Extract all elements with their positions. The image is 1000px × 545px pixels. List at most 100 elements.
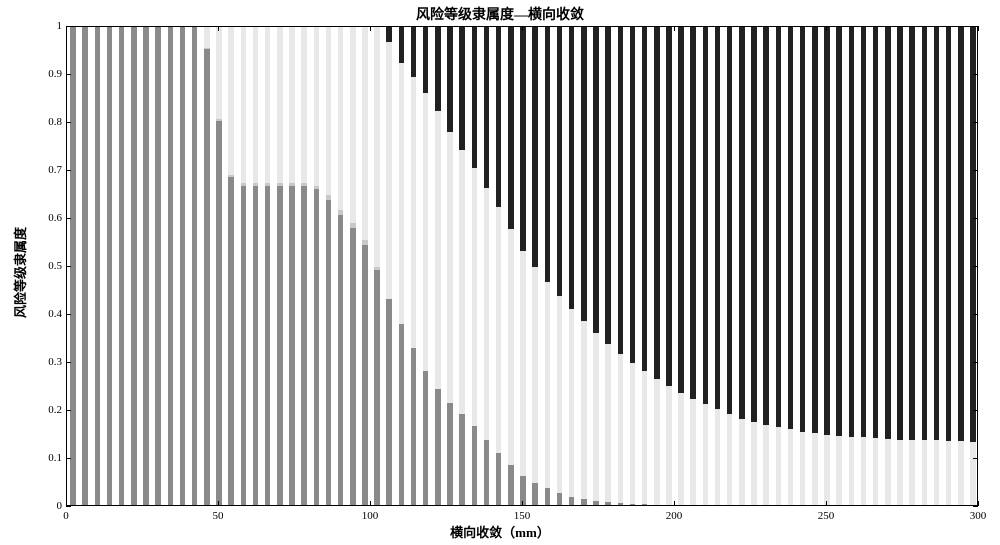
bar-vhigh bbox=[435, 26, 441, 111]
bar-low bbox=[459, 414, 465, 505]
bar-low bbox=[581, 499, 587, 505]
bar-vhigh bbox=[386, 26, 392, 42]
bar-vhigh bbox=[630, 26, 636, 363]
bar-high bbox=[812, 433, 818, 505]
bar-low bbox=[301, 186, 307, 505]
bar-low bbox=[557, 493, 563, 505]
bar-low bbox=[338, 215, 344, 505]
bar-high bbox=[228, 26, 234, 175]
bar-high bbox=[216, 26, 222, 119]
xtick-label: 50 bbox=[213, 510, 224, 522]
bar-vhigh bbox=[727, 26, 733, 414]
bar-vhigh bbox=[849, 26, 855, 437]
bar-high bbox=[569, 309, 575, 496]
ytick-label: 0.7 bbox=[34, 164, 62, 176]
bar-low bbox=[362, 245, 368, 505]
bar-vhigh bbox=[618, 26, 624, 354]
bar-vhigh bbox=[788, 26, 794, 429]
ytick-label: 0.6 bbox=[34, 212, 62, 224]
bar-medium bbox=[338, 210, 344, 215]
bar-medium bbox=[289, 183, 295, 185]
bar-vhigh bbox=[800, 26, 806, 432]
figure: 风险等级隶属度—横向收敛 风险等级隶属度 050100150200250300 … bbox=[0, 0, 1000, 545]
bar-low bbox=[216, 121, 222, 505]
bar-low bbox=[180, 26, 186, 505]
bar-vhigh bbox=[861, 26, 867, 437]
bar-high bbox=[788, 429, 794, 505]
bar-low bbox=[241, 186, 247, 505]
bar-low bbox=[447, 403, 453, 505]
bar-low bbox=[95, 26, 101, 505]
bar-high bbox=[690, 399, 696, 505]
bar-high bbox=[484, 188, 490, 440]
bar-vhigh bbox=[958, 26, 964, 441]
bar-vhigh bbox=[703, 26, 709, 404]
bar-medium bbox=[216, 119, 222, 121]
bar-low bbox=[593, 501, 599, 505]
bar-high bbox=[703, 404, 709, 505]
xtick-label: 300 bbox=[970, 510, 987, 522]
bar-medium bbox=[241, 183, 247, 185]
bar-medium bbox=[326, 195, 332, 200]
x-axis-label: 横向收敛（mm） bbox=[0, 522, 1000, 541]
bar-vhigh bbox=[520, 26, 526, 251]
bar-vhigh bbox=[715, 26, 721, 409]
bar-high bbox=[459, 150, 465, 414]
bar-low bbox=[630, 504, 636, 505]
bar-low bbox=[314, 189, 320, 505]
bar-high bbox=[824, 435, 830, 505]
bar-high bbox=[897, 440, 903, 505]
bar-high bbox=[532, 267, 538, 483]
bar-medium bbox=[362, 240, 368, 245]
bar-low bbox=[411, 348, 417, 505]
bar-low bbox=[532, 483, 538, 505]
bar-medium bbox=[350, 223, 356, 228]
bar-high bbox=[715, 409, 721, 505]
bar-high bbox=[557, 296, 563, 493]
ytick-label: 0.1 bbox=[34, 452, 62, 464]
bar-high bbox=[253, 26, 259, 183]
bar-vhigh bbox=[934, 26, 940, 440]
bar-medium bbox=[253, 183, 259, 185]
bar-vhigh bbox=[423, 26, 429, 93]
bar-high bbox=[958, 441, 964, 505]
bar-low bbox=[496, 453, 502, 505]
bar-medium bbox=[265, 183, 271, 185]
bar-high bbox=[861, 437, 867, 505]
y-axis-label: 风险等级隶属度 bbox=[10, 0, 28, 545]
bar-vhigh bbox=[593, 26, 599, 333]
bar-high bbox=[338, 26, 344, 210]
bar-high bbox=[386, 42, 392, 299]
bar-vhigh bbox=[885, 26, 891, 439]
bar-low bbox=[204, 49, 210, 505]
bar-high bbox=[301, 26, 307, 183]
bar-high bbox=[800, 432, 806, 505]
bar-vhigh bbox=[751, 26, 757, 422]
bar-low bbox=[472, 426, 478, 505]
bar-medium bbox=[314, 186, 320, 190]
bar-vhigh bbox=[836, 26, 842, 436]
bar-vhigh bbox=[946, 26, 952, 441]
bar-low bbox=[82, 26, 88, 505]
bar-vhigh bbox=[690, 26, 696, 399]
bar-vhigh bbox=[557, 26, 563, 296]
bar-high bbox=[763, 425, 769, 505]
bar-high bbox=[934, 440, 940, 505]
bar-low bbox=[642, 504, 648, 505]
bar-low bbox=[265, 186, 271, 505]
bar-vhigh bbox=[569, 26, 575, 309]
bar-vhigh bbox=[532, 26, 538, 267]
bar-high bbox=[204, 26, 210, 48]
bar-high bbox=[520, 251, 526, 477]
bar-low bbox=[435, 389, 441, 505]
ytick-label: 1 bbox=[34, 20, 62, 32]
bar-low bbox=[326, 200, 332, 505]
bar-high bbox=[508, 229, 514, 465]
bar-high bbox=[472, 168, 478, 426]
bar-high bbox=[618, 354, 624, 503]
bar-vhigh bbox=[666, 26, 672, 386]
bar-medium bbox=[204, 48, 210, 49]
bar-low bbox=[484, 440, 490, 505]
chart-title: 风险等级隶属度—横向收敛 bbox=[0, 4, 1000, 24]
bar-high bbox=[326, 26, 332, 195]
